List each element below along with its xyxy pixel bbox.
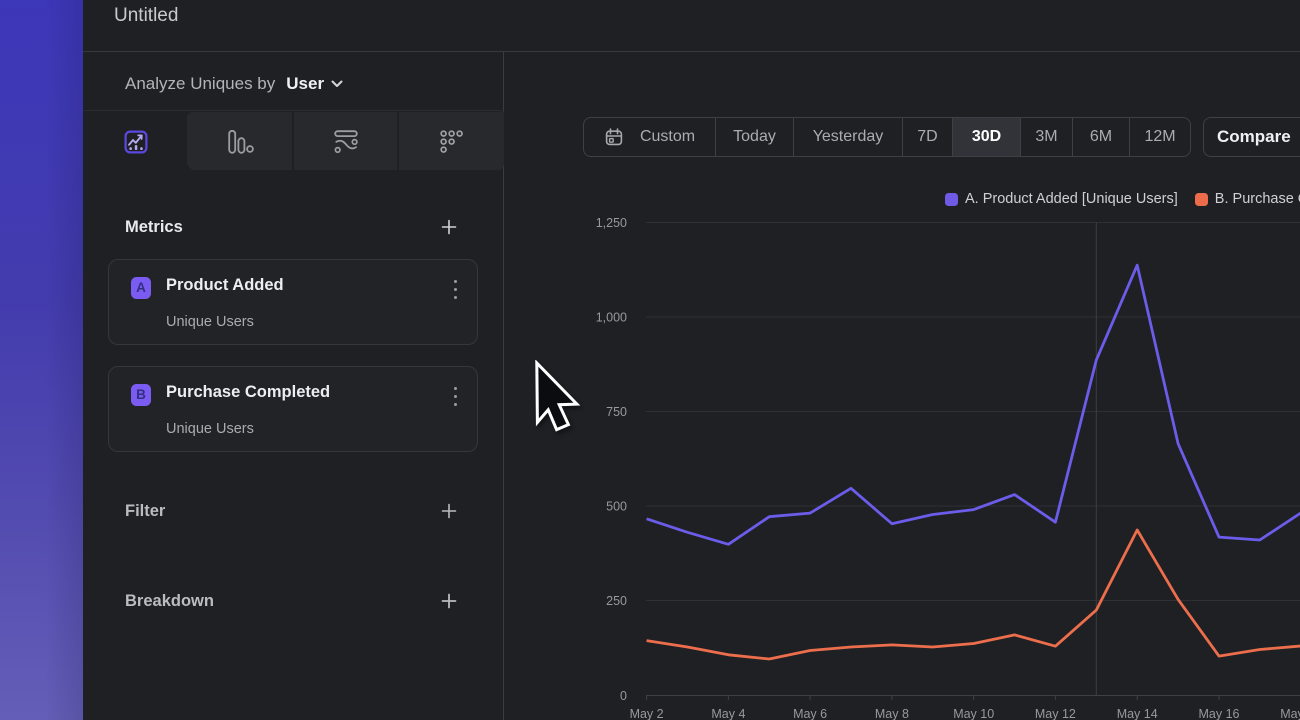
svg-text:500: 500 (606, 500, 627, 514)
svg-text:May 16: May 16 (1199, 707, 1240, 720)
svg-text:May 4: May 4 (711, 707, 745, 720)
svg-text:May 8: May 8 (875, 707, 909, 720)
svg-text:250: 250 (606, 594, 627, 608)
svg-text:750: 750 (606, 405, 627, 419)
svg-text:May 12: May 12 (1035, 707, 1076, 720)
svg-text:May 6: May 6 (793, 707, 827, 720)
svg-text:1,000: 1,000 (596, 311, 627, 325)
svg-text:1,250: 1,250 (596, 216, 627, 230)
svg-text:May 14: May 14 (1117, 707, 1158, 720)
svg-text:May 10: May 10 (953, 707, 994, 720)
svg-text:May 18: May 18 (1280, 707, 1300, 720)
svg-text:0: 0 (620, 689, 627, 703)
svg-text:May 2: May 2 (630, 707, 664, 720)
